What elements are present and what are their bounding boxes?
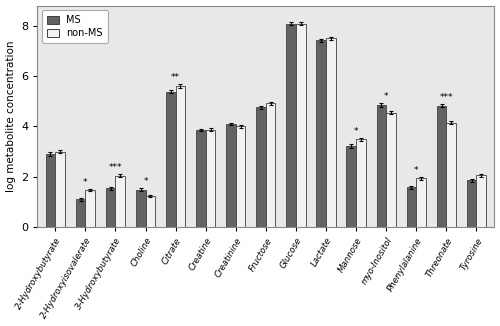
- Text: *: *: [354, 127, 358, 136]
- Bar: [146, 196, 155, 227]
- Text: ***: ***: [108, 163, 122, 172]
- Bar: [226, 124, 236, 227]
- Bar: [56, 152, 65, 227]
- Text: *: *: [83, 178, 87, 187]
- Text: *: *: [414, 166, 418, 175]
- Y-axis label: log metabolite concentration: log metabolite concentration: [6, 40, 16, 192]
- Text: *: *: [144, 177, 148, 186]
- Bar: [236, 126, 246, 227]
- Bar: [446, 123, 456, 227]
- Bar: [116, 176, 125, 227]
- Bar: [206, 130, 216, 227]
- Bar: [76, 199, 86, 227]
- Bar: [256, 108, 266, 227]
- Bar: [106, 188, 116, 227]
- Bar: [296, 24, 306, 227]
- Bar: [266, 103, 276, 227]
- Bar: [46, 154, 56, 227]
- Bar: [326, 38, 336, 227]
- Bar: [136, 190, 145, 227]
- Bar: [176, 86, 185, 227]
- Text: ***: ***: [440, 93, 453, 102]
- Bar: [376, 105, 386, 227]
- Bar: [386, 112, 396, 227]
- Bar: [346, 146, 356, 227]
- Bar: [476, 175, 486, 227]
- Bar: [286, 24, 296, 227]
- Bar: [467, 181, 476, 227]
- Bar: [406, 187, 416, 227]
- Text: **: **: [171, 73, 180, 82]
- Bar: [356, 140, 366, 227]
- Bar: [196, 130, 205, 227]
- Bar: [416, 178, 426, 227]
- Bar: [166, 92, 175, 227]
- Bar: [436, 106, 446, 227]
- Bar: [316, 40, 326, 227]
- Legend: MS, non-MS: MS, non-MS: [42, 10, 108, 43]
- Bar: [86, 190, 95, 227]
- Text: *: *: [384, 92, 388, 101]
